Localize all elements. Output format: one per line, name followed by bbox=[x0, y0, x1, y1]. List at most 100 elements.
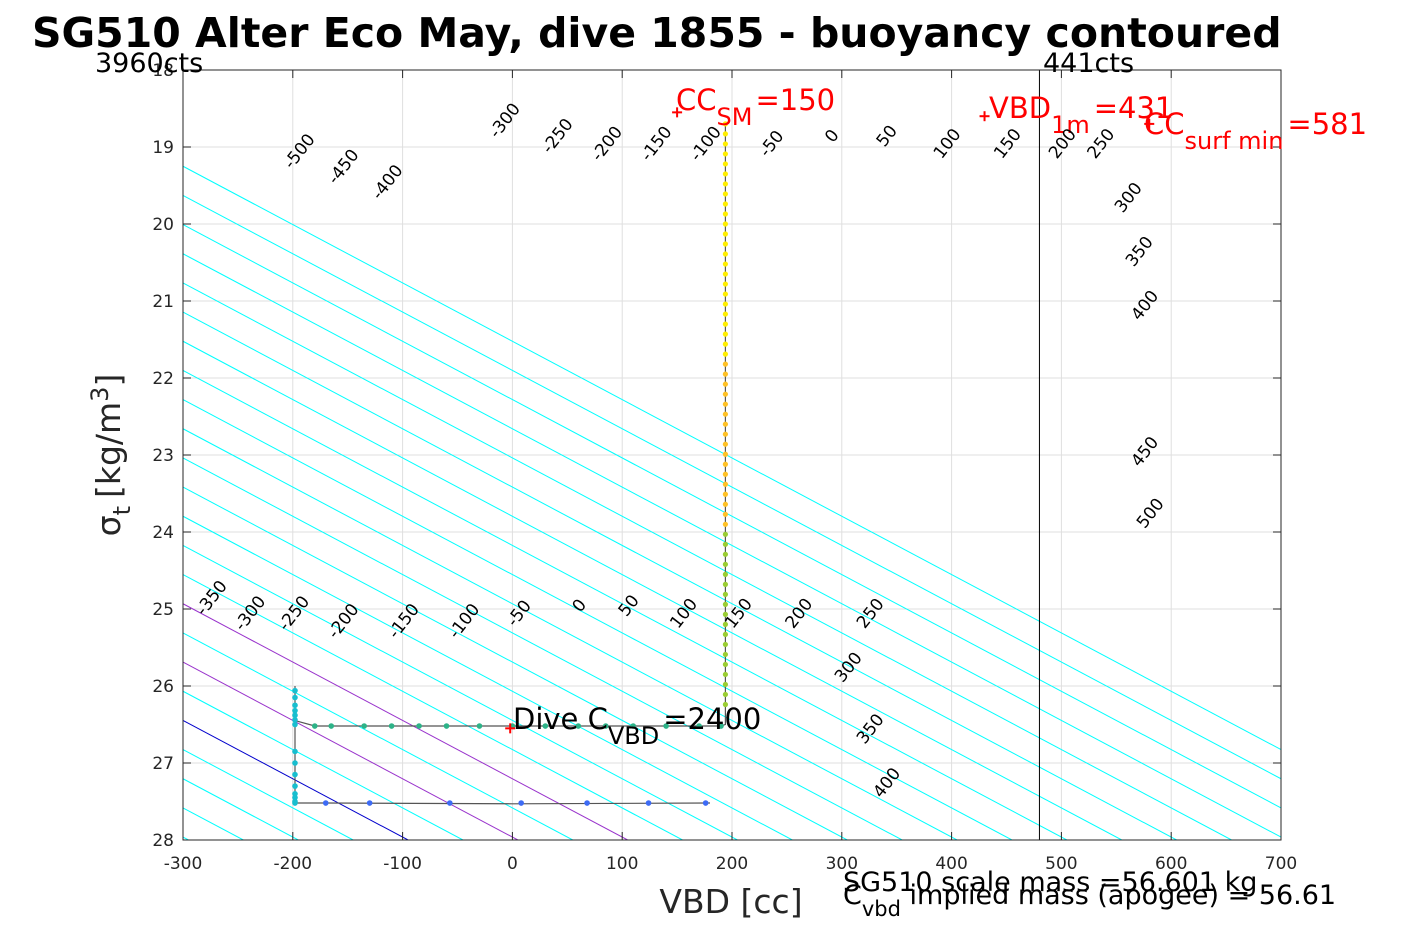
data-point-mid bbox=[602, 723, 609, 729]
contour-line bbox=[183, 428, 958, 840]
data-point-mid bbox=[630, 723, 636, 729]
data-point-mid bbox=[388, 723, 395, 729]
data-point-descent bbox=[722, 371, 729, 377]
data-point-ascent bbox=[702, 800, 709, 806]
data-point-descent bbox=[722, 241, 729, 247]
implied-mass-sub: vbd bbox=[862, 897, 901, 921]
data-point-ascent bbox=[645, 800, 652, 806]
data-point-descent bbox=[722, 591, 729, 597]
x-tick-label: 600 bbox=[1155, 854, 1187, 874]
data-point-left bbox=[292, 800, 298, 806]
data-point-left bbox=[292, 783, 298, 789]
contour-line bbox=[183, 574, 683, 840]
data-point-descent bbox=[722, 251, 729, 257]
x-tick-label: 0 bbox=[507, 854, 518, 874]
y-tick-label: 27 bbox=[152, 754, 174, 774]
x-tick-label: -200 bbox=[274, 854, 313, 874]
data-point-mid bbox=[328, 723, 335, 729]
cc-surf-min-value: =581 bbox=[1287, 107, 1367, 141]
x-tick-label: 200 bbox=[716, 854, 748, 874]
data-point-descent bbox=[722, 521, 729, 527]
vbd-1m-base: VBD bbox=[989, 91, 1051, 125]
data-point-ascent bbox=[447, 800, 453, 806]
data-point-descent bbox=[722, 211, 729, 217]
contour-line bbox=[0, 70, 79, 840]
data-point-left bbox=[292, 707, 298, 714]
data-point-descent bbox=[722, 281, 729, 287]
data-point-left bbox=[292, 717, 298, 723]
data-point-descent bbox=[722, 341, 729, 347]
data-point-descent bbox=[722, 431, 729, 437]
data-point-descent bbox=[722, 151, 729, 157]
data-point-left bbox=[292, 760, 298, 766]
data-point-descent bbox=[722, 561, 729, 567]
plot-area bbox=[0, 70, 1281, 840]
y-tick-label: 26 bbox=[152, 677, 174, 697]
y-tick-label: 25 bbox=[152, 600, 174, 620]
y-tick-label: 19 bbox=[152, 138, 174, 158]
data-point-left bbox=[292, 694, 298, 701]
data-point-descent bbox=[722, 141, 729, 147]
vbd-1m-sub: 1m bbox=[1051, 111, 1090, 139]
vbd-1m-annotation: VBD1m =431 bbox=[989, 91, 1173, 139]
data-point-descent bbox=[722, 621, 729, 628]
data-point-descent bbox=[722, 511, 729, 517]
data-point-descent bbox=[722, 461, 729, 467]
contour-line bbox=[183, 224, 1281, 809]
data-point-descent bbox=[722, 331, 729, 337]
y-tick-label: 18 bbox=[152, 61, 174, 81]
x-tick-label: 500 bbox=[1045, 854, 1077, 874]
y-axis-label-main: σ bbox=[89, 515, 128, 536]
scale-mass-label: SG510 scale mass =56.601 kg bbox=[843, 867, 1257, 898]
marker-cc-sm bbox=[672, 107, 683, 118]
data-point-descent bbox=[722, 181, 729, 187]
data-point-descent bbox=[722, 451, 729, 457]
data-point-descent bbox=[722, 411, 729, 417]
data-point-mid bbox=[311, 723, 318, 729]
y-tick-label: 24 bbox=[152, 523, 174, 543]
y-axis-label: σt [kg/m3] bbox=[86, 374, 136, 537]
cc-sm-annotation: CCSM =150 bbox=[676, 83, 835, 131]
dive-cvbd-value: =2400 bbox=[663, 702, 761, 736]
data-point-descent bbox=[722, 361, 729, 367]
data-point-mid bbox=[718, 723, 724, 729]
axis-ticks: -300 -200 -100 0 100 200 300 400 500 600 700 18 19 20… bbox=[152, 61, 1297, 874]
cc-sm-value: =150 bbox=[755, 83, 835, 117]
contour-line bbox=[183, 369, 1068, 840]
data-point-descent bbox=[722, 311, 729, 317]
implied-mass-value: implied mass (apogee) = 56.61 bbox=[901, 880, 1336, 911]
data-point-left bbox=[292, 791, 298, 797]
data-point-left bbox=[292, 712, 298, 719]
x-axis-label: VBD [cc] bbox=[659, 882, 802, 921]
data-point-descent bbox=[722, 391, 729, 397]
contour-line bbox=[183, 399, 1013, 840]
data-point-descent bbox=[722, 161, 729, 167]
data-point-ascent bbox=[322, 800, 329, 806]
data-point-mid bbox=[476, 723, 483, 729]
vbd-1m-value: =431 bbox=[1094, 91, 1174, 125]
data-point-descent bbox=[722, 261, 729, 267]
data-point-mid bbox=[575, 723, 582, 729]
cc-sm-base: CC bbox=[676, 83, 717, 117]
svg-text:σt[kg/m3]: σt [kg/m3] bbox=[86, 374, 136, 537]
data-point-mid bbox=[663, 723, 669, 729]
contour-line bbox=[183, 194, 1281, 780]
implied-mass-label: Cvbd implied mass (apogee) = 56.61 bbox=[843, 880, 1336, 921]
data-point-descent bbox=[722, 381, 729, 387]
data-point-descent bbox=[722, 701, 729, 708]
data-point-descent bbox=[722, 421, 729, 427]
data-point-descent bbox=[722, 531, 729, 537]
data-point-descent bbox=[722, 541, 729, 547]
data-point-descent bbox=[722, 681, 729, 688]
y-tick-label: 20 bbox=[152, 215, 174, 235]
data-point-left bbox=[292, 687, 298, 694]
data-point-descent bbox=[722, 291, 729, 297]
dive-cvbd-base: Dive C bbox=[513, 702, 608, 736]
y-axis-label-unit-post: ] bbox=[89, 374, 128, 387]
data-point-ascent bbox=[518, 800, 524, 806]
marker-dive-cvbd bbox=[505, 723, 516, 734]
data-point-ascent bbox=[584, 800, 590, 806]
y-axis-label-unit-sup: 3 bbox=[86, 387, 114, 402]
y-axis-label-sub: t bbox=[108, 506, 136, 515]
contour-line bbox=[183, 282, 1232, 840]
